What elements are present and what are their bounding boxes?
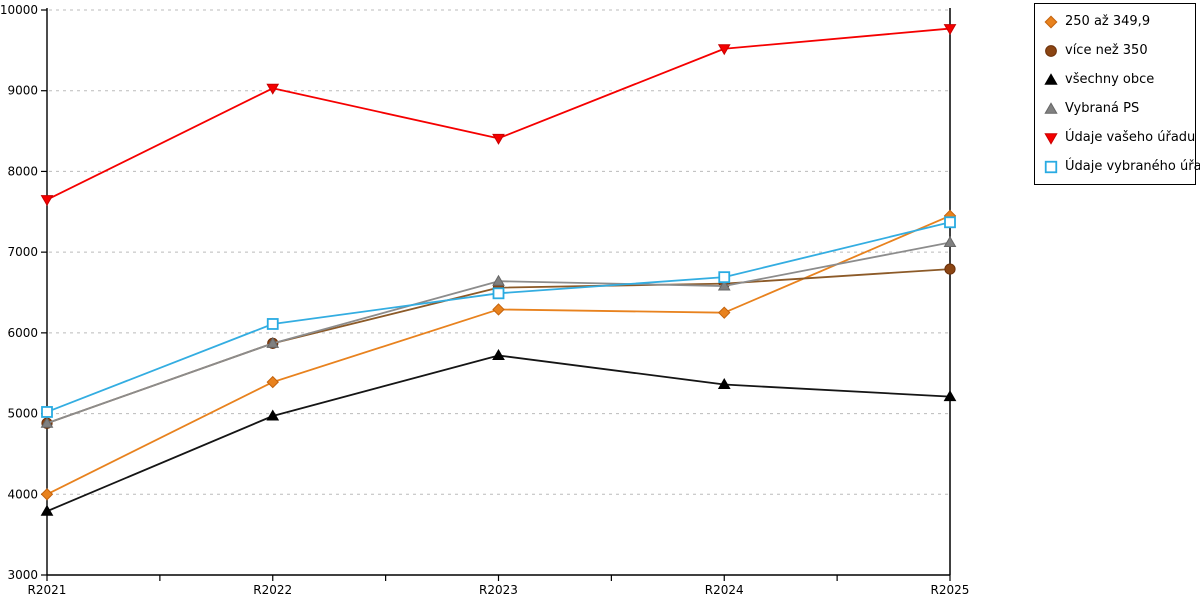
legend-item-2: všechny obce bbox=[1044, 72, 1193, 87]
y-axis-tick-label: 8000 bbox=[7, 164, 38, 178]
x-axis-tick-label: R2021 bbox=[28, 583, 67, 597]
y-axis-tick-label: 7000 bbox=[7, 245, 38, 259]
data-point-triangle-up-marker bbox=[717, 279, 731, 291]
legend-item-label: Vybraná PS bbox=[1065, 101, 1140, 116]
data-point-square-open-marker bbox=[266, 318, 279, 330]
data-point-triangle-up-marker bbox=[492, 348, 505, 360]
data-point-circle-marker bbox=[944, 263, 956, 275]
data-point-diamond-marker bbox=[40, 488, 54, 501]
data-point-diamond-marker bbox=[718, 306, 731, 319]
data-point-triangle-up-marker bbox=[40, 504, 54, 516]
legend-item-label: všechny obce bbox=[1065, 72, 1155, 87]
data-point-triangle-down-marker bbox=[943, 24, 957, 36]
y-axis-tick-label: 6000 bbox=[7, 326, 38, 340]
data-point-square-open-marker bbox=[944, 216, 956, 229]
x-axis-tick-label: R2022 bbox=[253, 583, 292, 597]
data-point-triangle-up-marker bbox=[1044, 72, 1058, 85]
legend-item-3: Vybraná PS bbox=[1044, 101, 1193, 116]
series-3 bbox=[40, 235, 957, 428]
data-point-triangle-up-marker bbox=[40, 416, 54, 428]
data-point-triangle-down-marker bbox=[40, 195, 54, 207]
data-point-square-open-marker bbox=[41, 406, 53, 418]
series-4 bbox=[40, 24, 957, 207]
data-point-square-open-marker bbox=[1044, 160, 1058, 173]
data-point-triangle-up-marker bbox=[266, 336, 280, 348]
legend-item-1: více než 350 bbox=[1044, 43, 1193, 58]
data-point-circle-marker bbox=[1045, 44, 1057, 57]
data-point-triangle-down-marker bbox=[266, 83, 280, 95]
chart-legend: 250 až 349,9 více než 350 všechny obce Vybr… bbox=[1034, 3, 1200, 185]
legend-triangle-down-icon bbox=[1044, 132, 1058, 145]
legend-triangle-up-icon bbox=[1044, 101, 1058, 114]
series-5 bbox=[41, 216, 956, 418]
data-point-diamond-marker bbox=[1044, 15, 1058, 28]
data-point-triangle-up-marker bbox=[717, 378, 731, 390]
data-point-triangle-up-marker bbox=[1044, 101, 1058, 114]
series-line bbox=[46, 354, 951, 513]
y-axis-tick-label: 9000 bbox=[7, 84, 38, 98]
data-point-square-open-marker bbox=[492, 287, 505, 300]
data-point-triangle-up-marker bbox=[492, 274, 505, 286]
x-axis-tick-label: R2023 bbox=[479, 583, 518, 597]
legend-item-5: Údaje vybraného úřadu bbox=[1044, 159, 1200, 174]
x-axis-tick-label: R2025 bbox=[931, 583, 970, 597]
data-point-triangle-up-marker bbox=[943, 390, 957, 402]
legend-square-open-icon bbox=[1044, 160, 1058, 173]
legend-item-label: Údaje vašeho úřadu bbox=[1065, 130, 1196, 145]
legend-item-label: Údaje vybraného úřadu bbox=[1065, 159, 1200, 174]
data-point-triangle-down-marker bbox=[717, 44, 731, 56]
data-point-diamond-marker bbox=[492, 303, 505, 316]
legend-circle-icon bbox=[1045, 44, 1057, 57]
y-axis-tick-label: 4000 bbox=[7, 487, 38, 501]
data-point-triangle-down-marker bbox=[1044, 132, 1058, 145]
legend-item-4: Údaje vašeho úřadu bbox=[1044, 130, 1196, 145]
series-line bbox=[46, 27, 951, 201]
series-2 bbox=[40, 348, 957, 516]
y-axis-tick-label: 5000 bbox=[7, 407, 38, 421]
data-point-square-open-marker bbox=[718, 271, 731, 284]
data-point-triangle-up-marker bbox=[266, 409, 280, 421]
legend-item-label: 250 až 349,9 bbox=[1065, 14, 1151, 29]
legend-diamond-icon bbox=[1044, 15, 1058, 28]
data-point-diamond-marker bbox=[266, 375, 279, 389]
data-point-triangle-down-marker bbox=[492, 133, 505, 145]
legend-triangle-up-icon bbox=[1044, 72, 1058, 85]
y-axis-tick-label: 3000 bbox=[7, 568, 38, 582]
y-axis-tick-label: 10000 bbox=[0, 3, 38, 17]
series-line bbox=[46, 221, 951, 413]
data-point-triangle-up-marker bbox=[943, 235, 957, 247]
series-0 bbox=[40, 209, 957, 501]
legend-item-label: více než 350 bbox=[1065, 43, 1148, 58]
legend-item-0: 250 až 349,9 bbox=[1044, 14, 1193, 29]
x-axis-tick-label: R2024 bbox=[705, 583, 744, 597]
